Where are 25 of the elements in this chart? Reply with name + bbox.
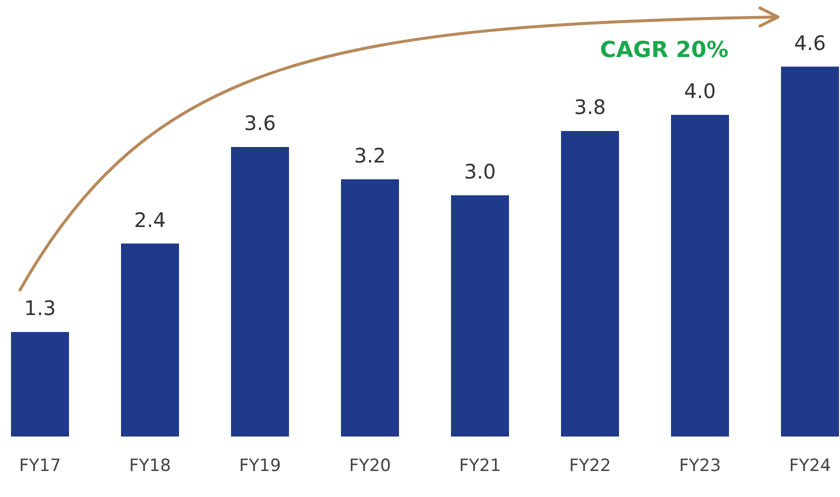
bar (121, 244, 179, 437)
data-label: 3.8 (574, 95, 606, 120)
data-label: 4.0 (684, 79, 716, 104)
bar (231, 147, 289, 437)
data-label: 3.6 (244, 111, 276, 136)
bar (561, 130, 619, 437)
bar (671, 114, 729, 437)
x-tick-label: FY19 (239, 456, 281, 476)
x-tick-label: FY17 (19, 456, 61, 476)
bar (451, 195, 509, 437)
data-label: 2.4 (134, 208, 166, 232)
data-label: 1.3 (24, 296, 56, 320)
x-tick-label: FY21 (459, 456, 501, 476)
bar (341, 179, 399, 437)
data-label: 3.2 (354, 143, 386, 168)
data-label: 4.6 (794, 30, 826, 55)
x-tick-label: FY18 (129, 456, 171, 476)
x-tick-label: FY20 (349, 456, 391, 476)
x-tick-label: FY23 (679, 456, 721, 476)
bar (11, 332, 69, 437)
text: CAGR 20% (600, 38, 728, 63)
bar (781, 66, 839, 437)
data-label: 3.0 (464, 160, 496, 184)
x-tick-label: FY24 (789, 456, 831, 476)
x-tick-label: FY22 (569, 456, 611, 476)
